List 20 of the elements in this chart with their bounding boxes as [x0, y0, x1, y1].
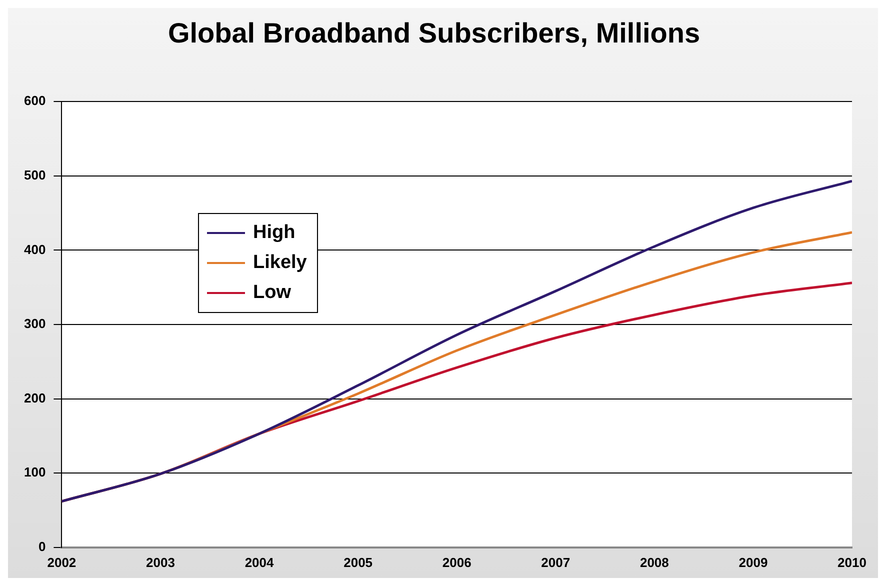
legend-label: High: [253, 222, 296, 244]
x-tick-label: 2009: [738, 554, 768, 570]
x-tick-label: 2010: [838, 554, 866, 570]
x-tick-label: 2008: [640, 554, 669, 570]
y-tick-label: 400: [24, 242, 46, 257]
x-tick-label: 2007: [541, 554, 570, 570]
y-tick-label: 300: [24, 316, 46, 332]
y-tick-label: 500: [24, 167, 46, 182]
x-tick-label: 2004: [244, 554, 274, 570]
y-tick-label: 100: [24, 464, 46, 480]
x-tick-label: 2003: [146, 554, 175, 570]
x-tick-label: 2002: [47, 554, 76, 570]
y-tick-label: 0: [38, 538, 46, 554]
x-tick-label: 2006: [442, 554, 472, 570]
x-tick-label: 2005: [344, 554, 373, 570]
legend-label: Likely: [253, 252, 307, 274]
y-tick-label: 600: [24, 93, 46, 108]
y-tick-label: 200: [24, 390, 46, 406]
chart-title: Global Broadband Subscribers, Millions: [168, 18, 700, 49]
legend-label: Low: [253, 282, 291, 304]
